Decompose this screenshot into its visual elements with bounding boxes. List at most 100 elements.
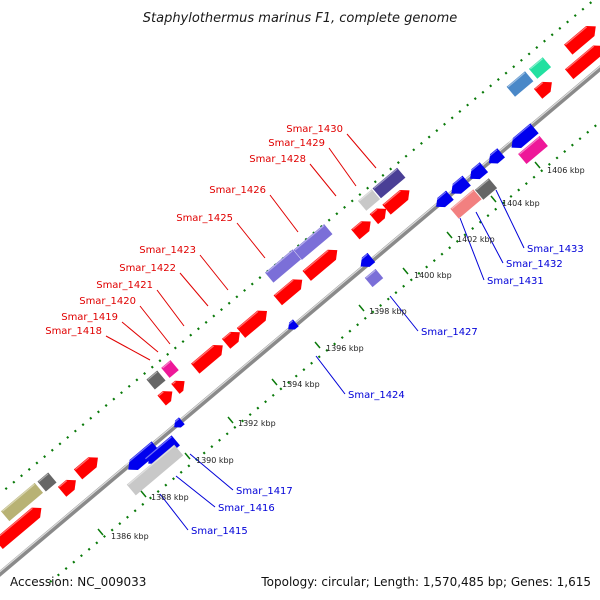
gene-fwd-7-bevel — [222, 332, 232, 340]
gene-fwd-outer-1-bevel — [2, 483, 35, 512]
gene-rev-8-bevel — [486, 149, 498, 160]
tick-label-1396: 1396 kbp — [326, 344, 364, 353]
gene-fwd-outer-2-bevel — [38, 473, 49, 483]
gene-rev-inner-4-shape — [450, 189, 482, 219]
backbone — [0, 65, 600, 577]
gene-fwd-11 — [351, 221, 371, 240]
gene-label-smar-1420: Smar_1420 — [79, 296, 136, 307]
gene-fwd-outer-5-shape — [265, 249, 301, 283]
accession-text: Accession: NC_009033 — [10, 575, 146, 589]
gene-fwd-9-shape — [273, 279, 303, 306]
gene-fwd-15-bevel — [566, 45, 595, 70]
gene-rev-6-shape — [451, 175, 471, 194]
tick-mark-0 — [97, 528, 104, 536]
leader-blue-7 — [495, 189, 525, 249]
forward-gene-labels: Smar_1418 Smar_1419 Smar_1420 Smar_1421 … — [45, 124, 343, 337]
gene-fwd-outer-10-shape — [528, 57, 552, 79]
gene-label-smar-1415: Smar_1415 — [191, 526, 248, 537]
tick-mark-4 — [271, 378, 278, 386]
leader-red-7 — [269, 194, 299, 233]
gene-rev-inner-5-bevel — [475, 179, 489, 191]
tick-mark-7 — [402, 267, 409, 275]
gene-fwd-outer-9 — [506, 71, 534, 97]
gene-rev-inner-2-shape — [126, 444, 184, 496]
gene-fwd-11-bevel — [352, 221, 363, 231]
forward-strand-genes — [0, 26, 600, 550]
gene-fwd-outer-6 — [293, 224, 333, 260]
gene-rev-5-shape — [436, 190, 454, 208]
gene-fwd-7 — [221, 331, 240, 349]
gene-fwd-10-bevel — [303, 250, 329, 272]
tick-mark-6 — [358, 304, 365, 312]
gene-fwd-outer-10 — [528, 57, 552, 79]
map-title: Staphylothermus marinus F1, complete gen… — [143, 11, 458, 26]
gene-fwd-13 — [382, 189, 410, 215]
gene-rev-inner-1-bevel — [145, 436, 172, 460]
gene-fwd-11-shape — [351, 221, 371, 240]
gene-fwd-outer-1-shape — [0, 482, 44, 522]
gene-rev-3 — [286, 319, 299, 330]
gene-fwd-9-bevel — [274, 279, 294, 296]
backbone-highlight — [0, 65, 600, 573]
leader-red-10 — [346, 133, 377, 169]
gene-fwd-2-shape — [57, 479, 76, 497]
leader-red-9 — [328, 147, 357, 187]
gene-fwd-9 — [273, 279, 303, 306]
gene-rev-8-shape — [488, 148, 505, 164]
gene-rev-4-bevel — [357, 253, 368, 263]
gene-rev-inner-6-bevel — [519, 136, 540, 155]
gene-fwd-outer-4 — [161, 360, 179, 378]
gene-fwd-12-shape — [369, 208, 387, 225]
gene-fwd-6-shape — [191, 345, 223, 374]
gene-fwd-12 — [369, 208, 387, 225]
gene-label-smar-1427: Smar_1427 — [421, 327, 478, 338]
leader-blue-1 — [175, 475, 216, 508]
tick-mark-1 — [140, 490, 147, 498]
gene-fwd-14 — [533, 81, 552, 99]
gene-rev-inner-2 — [126, 444, 184, 496]
gene-fwd-outer-9-shape — [506, 71, 534, 97]
gene-fwd-outer-2-shape — [37, 472, 57, 492]
gene-rev-inner-2-bevel — [127, 445, 175, 486]
gene-fwd-3-shape — [73, 457, 98, 480]
tick-label-1392: 1392 kbp — [238, 419, 276, 428]
topology-text: Topology: circular; Length: 1,570,485 bp… — [260, 575, 591, 589]
gene-fwd-outer-8 — [372, 167, 406, 199]
leader-red-5 — [199, 254, 229, 291]
leader-red-4 — [179, 272, 209, 307]
gene-fwd-1 — [0, 507, 42, 550]
gene-rev-7-shape — [470, 162, 489, 180]
gene-fwd-7-shape — [221, 331, 240, 349]
gene-rev-6-bevel — [448, 176, 463, 190]
tick-mark-8 — [446, 231, 453, 239]
gene-fwd-5-shape — [171, 380, 185, 394]
gene-fwd-12-bevel — [370, 208, 378, 215]
reverse-strand-genes — [125, 123, 548, 496]
gene-fwd-13-shape — [382, 189, 410, 215]
gene-fwd-outer-8-bevel — [373, 168, 398, 189]
gene-rev-inner-4 — [450, 189, 482, 219]
gene-rev-inner-5 — [474, 178, 498, 200]
leader-red-0 — [105, 335, 151, 361]
gene-fwd-6-bevel — [192, 345, 215, 365]
gene-label-smar-1421: Smar_1421 — [96, 280, 153, 291]
gene-fwd-outer-6-shape — [293, 224, 333, 260]
gene-fwd-1-shape — [0, 507, 42, 550]
gene-rev-2 — [172, 417, 185, 428]
tick-marks — [97, 161, 541, 536]
gene-fwd-outer-11-shape — [564, 26, 596, 55]
reverse-gene-labels: Smar_1415 Smar_1416 Smar_1417 Smar_1424 … — [191, 244, 584, 537]
gene-fwd-outer-4-bevel — [162, 361, 171, 369]
gene-fwd-outer-3-shape — [146, 370, 166, 390]
gene-label-smar-1422: Smar_1422 — [119, 263, 176, 274]
tick-labels: 1386 kbp 1388 kbp 1390 kbp 1392 kbp 1394… — [111, 166, 585, 541]
gene-fwd-8-bevel — [237, 310, 259, 329]
tick-label-1388: 1388 kbp — [151, 493, 189, 502]
gene-label-smar-1433: Smar_1433 — [527, 244, 584, 255]
tick-mark-2 — [184, 452, 191, 460]
backbone-line — [0, 65, 600, 577]
tick-label-1390: 1390 kbp — [196, 456, 234, 465]
gene-label-smar-1419: Smar_1419 — [61, 312, 118, 323]
gene-fwd-4-shape — [157, 391, 173, 406]
